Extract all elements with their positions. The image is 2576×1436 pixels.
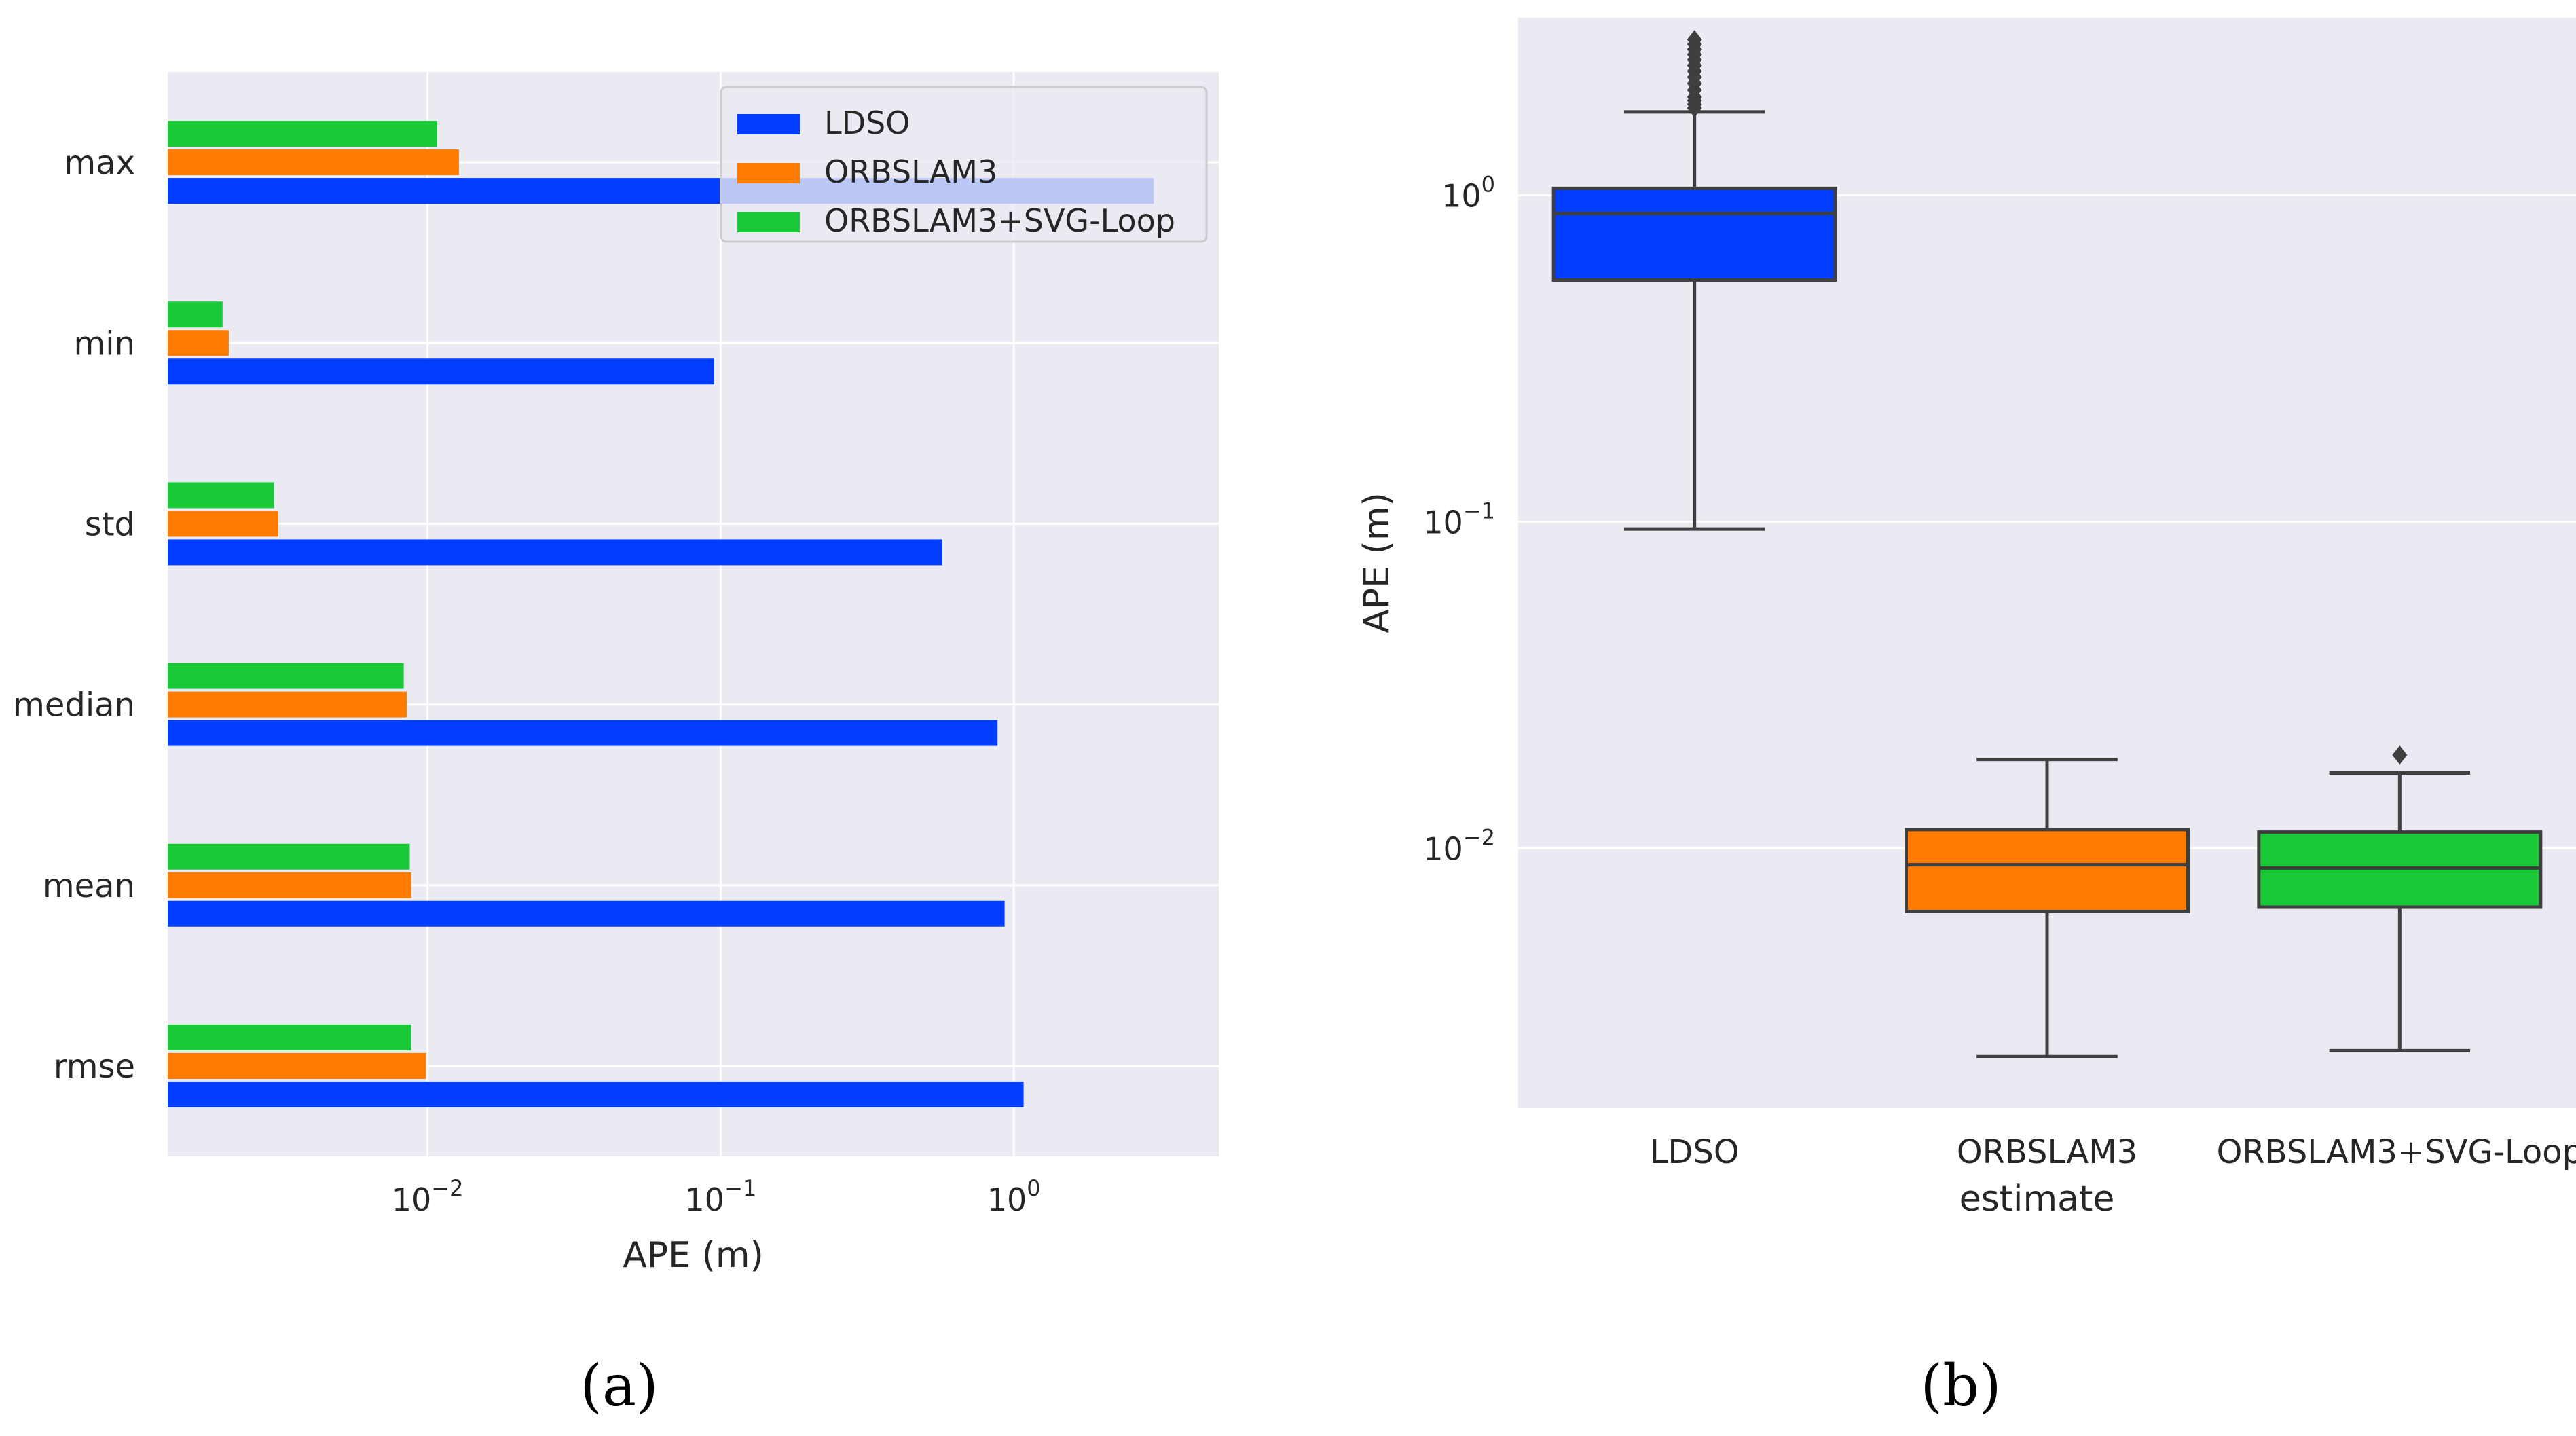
- x-tick-label-orbslam3: ORBSLAM3: [1957, 1133, 2137, 1171]
- legend-label-orbslam3: ORBSLAM3: [824, 153, 997, 190]
- y-tick-label-min: min: [73, 325, 135, 363]
- x-tick-label-a: 100: [987, 1175, 1041, 1218]
- bar-ldso-mean: [168, 900, 1005, 927]
- bar-orbslam3-rmse: [168, 1052, 426, 1079]
- bar-ldso-median: [168, 720, 998, 746]
- legend-label-orbslam3-svg-loop: ORBSLAM3+SVG-Loop: [824, 202, 1175, 239]
- bar-orbslam3-std: [168, 511, 278, 537]
- legend-box-a: [720, 86, 1208, 243]
- bar-orbslam3-svg-loop-max: [168, 121, 438, 147]
- y-tick-label-mean: mean: [43, 867, 135, 905]
- x-tick-label-ldso: LDSO: [1650, 1133, 1740, 1171]
- box-orbslam3: [1905, 828, 2190, 914]
- panel-b-box-plot: 10−2 10−1 100 LDSO ORBSLAM3 ORBSLAM3+SVG-Loo…: [1357, 18, 2576, 1419]
- legend-swatch-orbslam3-svg-loop: [737, 212, 800, 232]
- bar-ldso-rmse: [168, 1081, 1024, 1107]
- y-tick-label-b: 100: [1441, 172, 1495, 215]
- bar-orbslam3-svg-loop-std: [168, 482, 274, 509]
- x-axis-label-a: APE (m): [623, 1235, 764, 1276]
- y-tick-label-b: 10−2: [1423, 824, 1495, 867]
- bar-orbslam3-max: [168, 149, 459, 176]
- x-tick-label-a: 10−2: [392, 1175, 464, 1218]
- y-tick-label-std: std: [85, 505, 135, 543]
- plot-area-a: [168, 72, 1219, 1156]
- bar-ldso-min: [168, 358, 714, 385]
- y-tick-labels-a: max min std median mean rmse: [13, 144, 135, 1086]
- boxes-b: [1551, 30, 2543, 1058]
- legend-swatch-orbslam3: [737, 163, 800, 183]
- bar-orbslam3-svg-loop-median: [168, 663, 404, 689]
- x-tick-labels-b: LDSO ORBSLAM3 ORBSLAM3+SVG-Loop: [1650, 1133, 2576, 1171]
- x-tick-label-a: 10−1: [685, 1175, 757, 1218]
- bar-ldso-std: [168, 539, 942, 566]
- bar-orbslam3-svg-loop-min: [168, 301, 223, 328]
- x-tick-labels-a: 10−2 10−1 100: [392, 1175, 1041, 1218]
- bar-orbslam3-mean: [168, 872, 411, 898]
- legend-swatch-ldso: [737, 114, 800, 134]
- y-tick-label-median: median: [13, 686, 135, 724]
- outlier-ldso: [1687, 30, 1702, 50]
- y-tick-label-b: 10−1: [1423, 498, 1495, 540]
- legend-label-ldso: LDSO: [824, 105, 910, 141]
- bar-orbslam3-svg-loop-mean: [168, 843, 410, 870]
- bars-a: [168, 121, 1154, 1107]
- outlier-orbslam3-svg-loop: [2392, 745, 2408, 765]
- box-ldso: [1551, 186, 1837, 282]
- y-tick-label-rmse: rmse: [54, 1048, 135, 1086]
- bar-orbslam3-svg-loop-rmse: [168, 1024, 411, 1050]
- panel-a-bar-chart: max min std median mean rmse 10−2 10−1 100 APE …: [13, 72, 1219, 1419]
- y-tick-label-max: max: [64, 144, 135, 182]
- bar-orbslam3-min: [168, 330, 229, 356]
- panel-label-a: (a): [580, 1352, 659, 1419]
- panel-label-b: (b): [1920, 1352, 2001, 1419]
- y-tick-labels-b: 10−2 10−1 100: [1423, 172, 1495, 868]
- bar-orbslam3-median: [168, 691, 407, 718]
- legend-a: LDSO ORBSLAM3 ORBSLAM3+SVG-Loop: [720, 86, 1208, 243]
- y-axis-label-b: APE (m): [1357, 492, 1397, 633]
- x-tick-label-orbslam3-svg-loop: ORBSLAM3+SVG-Loop: [2217, 1133, 2576, 1171]
- x-axis-label-b: estimate: [1959, 1179, 2115, 1219]
